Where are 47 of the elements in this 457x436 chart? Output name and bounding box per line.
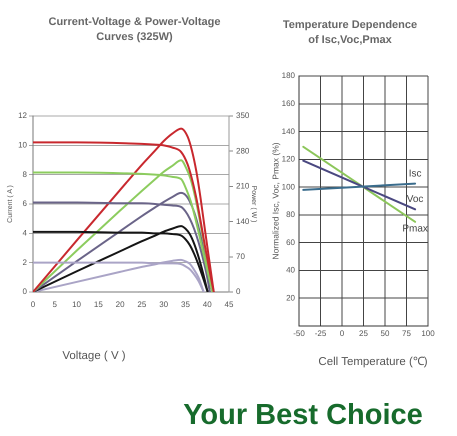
x-tick-label: 15 <box>94 300 104 310</box>
x-tick-label: 0 <box>30 300 36 310</box>
x-tick-label: 25 <box>359 329 368 338</box>
series-label: Voc <box>406 194 424 206</box>
y-tick-label: 10 <box>18 140 28 150</box>
x-tick-label: 75 <box>402 329 412 338</box>
x-axis-title: Cell Temperature (℃) <box>318 356 428 369</box>
x-tick-label: 10 <box>72 300 82 310</box>
y-tick-label: 100 <box>282 182 296 192</box>
x-tick-label: 45 <box>224 300 234 310</box>
y-tick-label: 180 <box>282 71 296 80</box>
y-tick-label: 60 <box>286 238 296 247</box>
y-tick-label: 80 <box>286 210 296 220</box>
y2-tick-label: 210 <box>236 182 250 191</box>
series-label: Isc <box>408 168 422 180</box>
x-tick-label: 30 <box>159 300 169 310</box>
y-tick-label: 160 <box>282 98 296 108</box>
x-tick-label: -25 <box>314 329 327 338</box>
x-tick-label: 40 <box>202 300 212 310</box>
x-tick-label: 5 <box>52 300 58 310</box>
y-tick-label: 20 <box>286 293 296 302</box>
x-tick-label: 100 <box>421 329 436 338</box>
y-axis-title: Normalized Isc, Voc, Pmax (%) <box>270 142 280 260</box>
y2-tick-label: 350 <box>236 111 250 120</box>
chart-title: Current-Voltage & Power-Voltage Curves (325W) <box>48 15 222 45</box>
x-tick-label: -50 <box>293 329 306 338</box>
x-axis-title: Voltage ( V ) <box>62 350 126 363</box>
y-tick-label: 6 <box>22 199 28 208</box>
x-tick-label: 50 <box>380 329 390 338</box>
y2-tick-label: 140 <box>236 216 250 226</box>
x-tick-label: 35 <box>180 300 190 310</box>
y-tick-label: 2 <box>22 258 28 267</box>
y-tick-label: 40 <box>286 266 296 275</box>
y-tick-label: 140 <box>282 126 296 136</box>
x-tick-label: 25 <box>137 300 147 310</box>
y2-tick-label: 0 <box>236 287 241 296</box>
y-tick-label: 0 <box>22 287 28 296</box>
y-tick-label: 120 <box>282 154 296 164</box>
y-tick-label: 4 <box>22 228 28 238</box>
y2-tick-label: 70 <box>236 252 246 262</box>
y-tick-label: 8 <box>22 170 28 179</box>
chart-title: Temperature Dependence of Isc,Voc,Pmax <box>282 18 418 48</box>
y2-tick-label: 280 <box>236 146 250 156</box>
x-tick-label: 0 <box>340 329 345 338</box>
y-tick-label: 12 <box>18 111 28 120</box>
x-tick-label: 20 <box>116 300 126 310</box>
text: Your Best Choice <box>183 399 423 431</box>
